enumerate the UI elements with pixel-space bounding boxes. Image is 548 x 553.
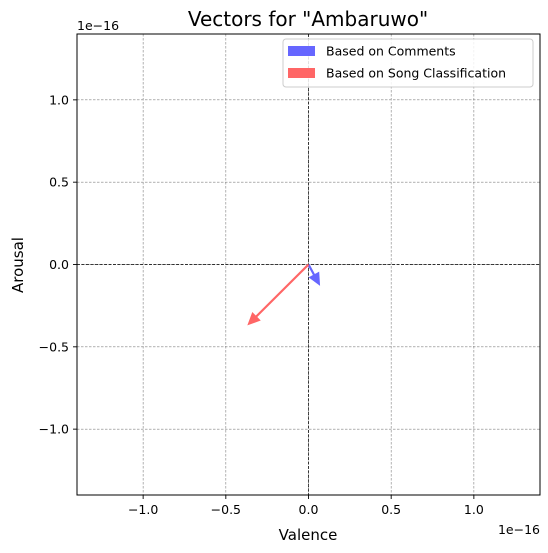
- legend-swatch: [288, 68, 315, 78]
- x-tick-label: −0.5: [211, 502, 241, 517]
- y-axis-label: Arousal: [9, 237, 27, 293]
- x-tick-label: 0.5: [381, 502, 401, 517]
- legend-label: Based on Song Classification: [326, 66, 506, 81]
- x-tick-label: 0.0: [299, 502, 319, 517]
- legend-box: [282, 38, 534, 88]
- x-tick-label: −1.0: [128, 502, 158, 517]
- vector-arrow: [307, 263, 321, 286]
- plot-area: −1.0 −0.5 0.0 0.5 1.0 −1.0 −0.5 0.0 0.5 1.0: [39, 33, 541, 517]
- x-tick-label: 1.0: [464, 502, 484, 517]
- x-axis-label: Valence: [279, 526, 338, 544]
- y-tick-label: 0.0: [49, 257, 69, 272]
- y-tick-label: 0.5: [49, 175, 69, 190]
- legend-swatch: [288, 46, 315, 56]
- legend: Based on Comments Based on Song Classific…: [282, 38, 534, 88]
- y-offset-label: 1e−16: [77, 18, 119, 33]
- y-tick-label: 1.0: [49, 92, 69, 107]
- vector-arrow: [247, 263, 310, 326]
- legend-label: Based on Comments: [326, 44, 456, 59]
- y-tick-label: −0.5: [39, 339, 69, 354]
- chart-title: Vectors for "Ambaruwo": [188, 7, 428, 31]
- x-offset-label: 1e−16: [498, 522, 540, 537]
- y-tick-label: −1.0: [39, 422, 69, 437]
